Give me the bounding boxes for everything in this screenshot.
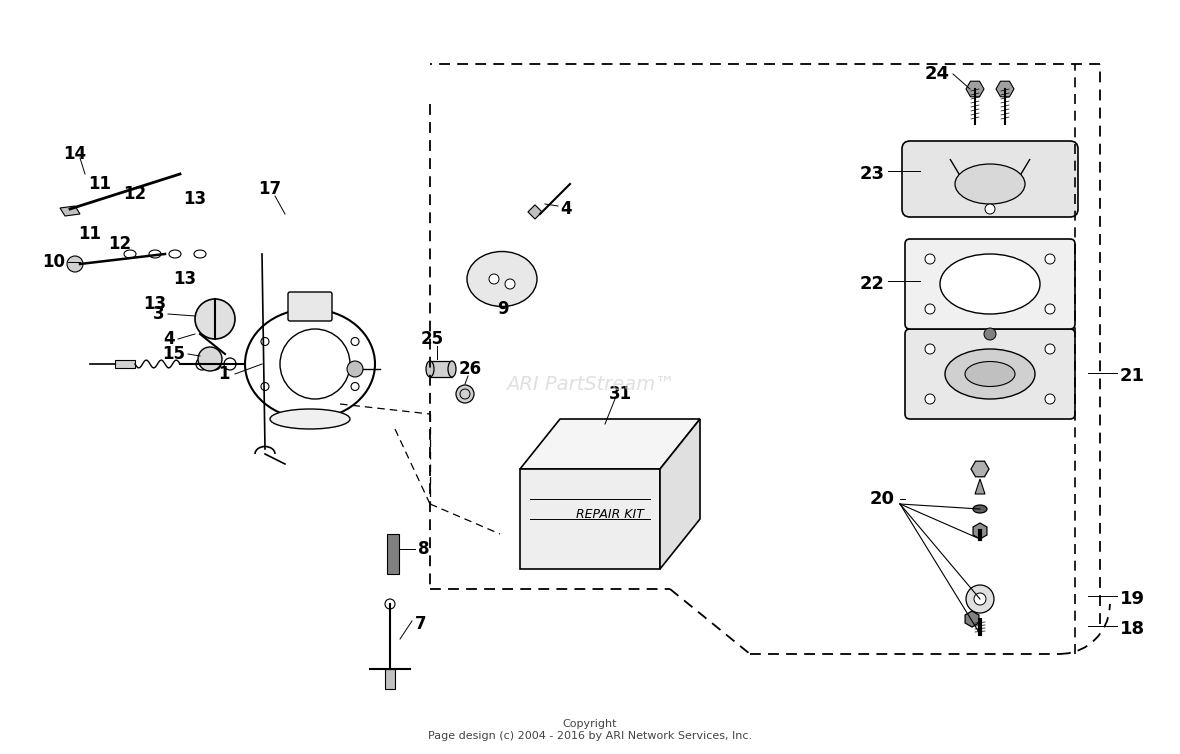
Text: 13: 13 (144, 295, 166, 313)
FancyBboxPatch shape (288, 292, 332, 321)
Bar (387, 534, 399, 574)
Circle shape (505, 279, 514, 289)
Circle shape (347, 361, 363, 377)
Circle shape (198, 347, 222, 371)
Text: 4: 4 (163, 330, 175, 348)
Text: Page design (c) 2004 - 2016 by ARI Network Services, Inc.: Page design (c) 2004 - 2016 by ARI Netwo… (428, 731, 752, 741)
Text: 1: 1 (218, 365, 230, 383)
Circle shape (385, 599, 395, 609)
FancyBboxPatch shape (905, 329, 1075, 419)
Circle shape (984, 328, 996, 340)
Text: 11: 11 (79, 225, 101, 243)
Text: Copyright: Copyright (563, 719, 617, 729)
Circle shape (1045, 254, 1055, 264)
Circle shape (209, 358, 221, 370)
Polygon shape (975, 479, 985, 494)
FancyBboxPatch shape (902, 141, 1079, 217)
Circle shape (985, 204, 995, 214)
Circle shape (925, 254, 935, 264)
Circle shape (974, 593, 986, 605)
Text: 12: 12 (109, 235, 131, 253)
Text: 15: 15 (162, 345, 185, 363)
Bar (385, 669, 395, 689)
Ellipse shape (194, 250, 206, 258)
Ellipse shape (169, 250, 181, 258)
Circle shape (966, 585, 994, 613)
Text: 21: 21 (1120, 367, 1145, 385)
Ellipse shape (426, 361, 434, 377)
Circle shape (195, 299, 235, 339)
Circle shape (489, 274, 499, 284)
Ellipse shape (945, 349, 1035, 399)
Text: 11: 11 (88, 175, 111, 193)
Ellipse shape (955, 164, 1025, 204)
Polygon shape (966, 81, 984, 97)
Bar (430, 361, 452, 377)
Circle shape (925, 344, 935, 354)
Ellipse shape (270, 409, 350, 429)
Polygon shape (520, 469, 660, 569)
Ellipse shape (448, 361, 455, 377)
FancyBboxPatch shape (905, 239, 1075, 329)
Ellipse shape (974, 505, 986, 513)
Text: 20: 20 (870, 490, 894, 508)
Text: 17: 17 (258, 180, 282, 198)
Ellipse shape (940, 254, 1040, 314)
Text: 24: 24 (925, 65, 950, 83)
Text: 31: 31 (609, 385, 631, 403)
Text: ARI PartStream™: ARI PartStream™ (505, 375, 675, 394)
Circle shape (196, 358, 208, 370)
Text: 22: 22 (860, 275, 885, 293)
Polygon shape (965, 611, 979, 627)
Circle shape (925, 394, 935, 404)
Polygon shape (660, 419, 700, 569)
Polygon shape (974, 523, 986, 539)
Ellipse shape (965, 361, 1015, 387)
Bar (527, 205, 542, 219)
Text: 13: 13 (173, 270, 197, 288)
Circle shape (1045, 394, 1055, 404)
Polygon shape (996, 81, 1014, 97)
Polygon shape (114, 360, 135, 368)
Circle shape (224, 358, 236, 370)
Polygon shape (520, 419, 700, 469)
Text: 26: 26 (459, 360, 481, 378)
Text: REPAIR KIT: REPAIR KIT (576, 507, 644, 520)
Circle shape (1045, 304, 1055, 314)
Polygon shape (971, 461, 989, 477)
Ellipse shape (149, 250, 160, 258)
Text: 12: 12 (124, 185, 146, 203)
Circle shape (925, 304, 935, 314)
Text: 9: 9 (497, 300, 509, 318)
Text: 18: 18 (1120, 620, 1145, 638)
Text: 3: 3 (153, 305, 165, 323)
Circle shape (1045, 344, 1055, 354)
Text: 4: 4 (560, 200, 571, 218)
Text: 8: 8 (418, 540, 430, 558)
Text: 13: 13 (183, 190, 206, 208)
Ellipse shape (124, 250, 136, 258)
Circle shape (455, 385, 474, 403)
Text: 7: 7 (415, 615, 427, 633)
Text: 19: 19 (1120, 590, 1145, 608)
Ellipse shape (467, 252, 537, 306)
Text: 23: 23 (860, 165, 885, 183)
Text: 25: 25 (420, 330, 444, 348)
Polygon shape (60, 206, 80, 216)
Text: 10: 10 (42, 253, 65, 271)
Text: 14: 14 (64, 145, 86, 163)
Circle shape (67, 256, 83, 272)
